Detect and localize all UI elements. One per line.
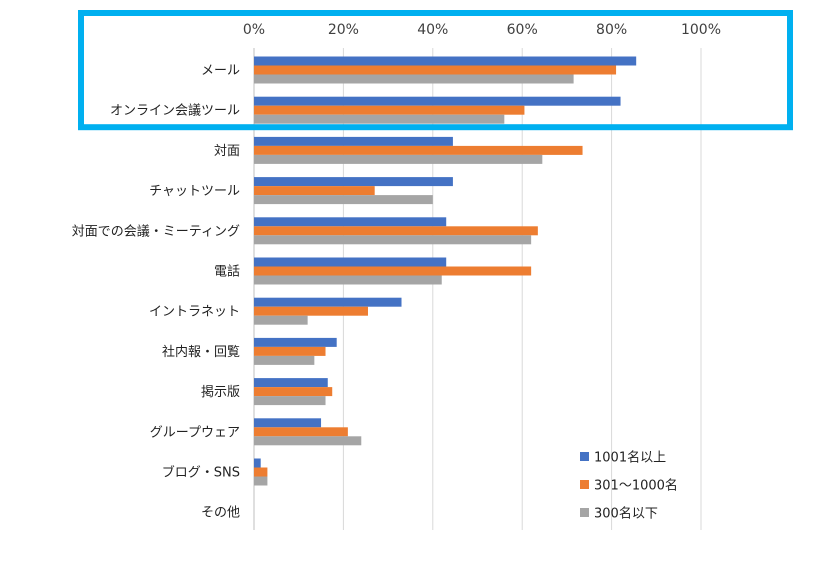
bar — [254, 436, 362, 446]
bar — [254, 337, 337, 347]
bar — [254, 217, 447, 227]
bar — [254, 96, 621, 106]
bar — [254, 467, 268, 477]
bar — [254, 114, 505, 124]
category-label: チャットツール — [149, 184, 240, 199]
category-label: オンライン会議ツール — [110, 104, 240, 119]
bar — [254, 226, 538, 236]
bar — [254, 105, 525, 115]
bar — [254, 235, 532, 245]
bar — [254, 387, 333, 397]
legend-swatch — [580, 480, 589, 489]
legend-label: 301～1000名 — [594, 478, 678, 494]
bar — [254, 297, 402, 307]
x-tick-label: 100% — [681, 22, 721, 38]
x-tick-label: 60% — [507, 22, 538, 38]
x-axis-ticks: 0% 20% 40% 60% 80% 100% — [243, 22, 721, 38]
category-label: その他 — [201, 506, 240, 521]
bar — [254, 427, 348, 437]
bar — [254, 306, 368, 316]
bar — [254, 275, 442, 285]
bar — [254, 346, 326, 356]
bar — [254, 195, 433, 205]
bar — [254, 458, 261, 468]
legend-label: 1001名以上 — [594, 450, 666, 466]
category-label: イントラネット — [149, 305, 240, 320]
category-label: 対面 — [214, 144, 240, 159]
category-label: グループウェア — [150, 425, 240, 440]
x-tick-label: 0% — [243, 22, 265, 38]
x-tick-label: 20% — [328, 22, 359, 38]
category-label: ブログ・SNS — [162, 465, 240, 481]
legend-swatch — [580, 452, 589, 461]
legend: 1001名以上 301～1000名 300名以下 — [580, 450, 678, 522]
bar — [254, 476, 268, 486]
category-labels: メールオンライン会議ツール対面チャットツール対面での会議・ミーティング電話イント… — [72, 64, 240, 521]
legend-label: 300名以下 — [594, 506, 658, 522]
category-label: メール — [201, 64, 240, 79]
x-tick-label: 80% — [596, 22, 627, 38]
category-label: 社内報・回覧 — [162, 344, 240, 360]
bar — [254, 56, 637, 66]
highlight-frame — [78, 10, 793, 131]
legend-swatch — [580, 508, 589, 517]
bar — [254, 74, 574, 84]
bar — [254, 355, 315, 365]
bars — [254, 56, 637, 486]
bar — [254, 257, 447, 267]
bar — [254, 145, 583, 155]
bar — [254, 65, 617, 75]
x-tick-label: 40% — [417, 22, 448, 38]
bar — [254, 186, 375, 196]
bar — [254, 177, 453, 187]
category-label: 電話 — [214, 264, 240, 280]
bar — [254, 136, 453, 146]
category-label: 対面での会議・ミーティング — [72, 224, 240, 239]
bar — [254, 378, 328, 388]
bar — [254, 266, 532, 276]
bar — [254, 418, 322, 428]
bar — [254, 315, 308, 325]
category-label: 掲示版 — [201, 384, 240, 400]
bar — [254, 396, 326, 406]
bar — [254, 154, 543, 164]
